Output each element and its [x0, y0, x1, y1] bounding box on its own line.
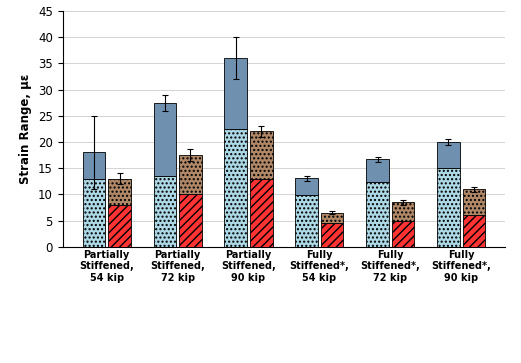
Bar [108, 179, 131, 205]
Bar [463, 189, 485, 215]
Bar [295, 195, 318, 247]
Bar [225, 129, 247, 247]
Bar [154, 103, 176, 176]
Bar [366, 182, 389, 247]
Bar [321, 213, 343, 223]
Bar [463, 215, 485, 247]
Bar [321, 223, 343, 247]
Bar [179, 155, 202, 195]
Bar [250, 179, 272, 247]
Bar [392, 221, 414, 247]
Bar [366, 159, 389, 182]
Bar [295, 178, 318, 195]
Bar [437, 142, 460, 168]
Bar [225, 58, 247, 129]
Bar [250, 131, 272, 179]
Bar [437, 168, 460, 247]
Bar [179, 195, 202, 247]
Bar [154, 176, 176, 247]
Bar [83, 152, 105, 179]
Bar [83, 179, 105, 247]
Bar [392, 202, 414, 221]
Y-axis label: Strain Range, με: Strain Range, με [19, 74, 32, 184]
Bar [108, 205, 131, 247]
